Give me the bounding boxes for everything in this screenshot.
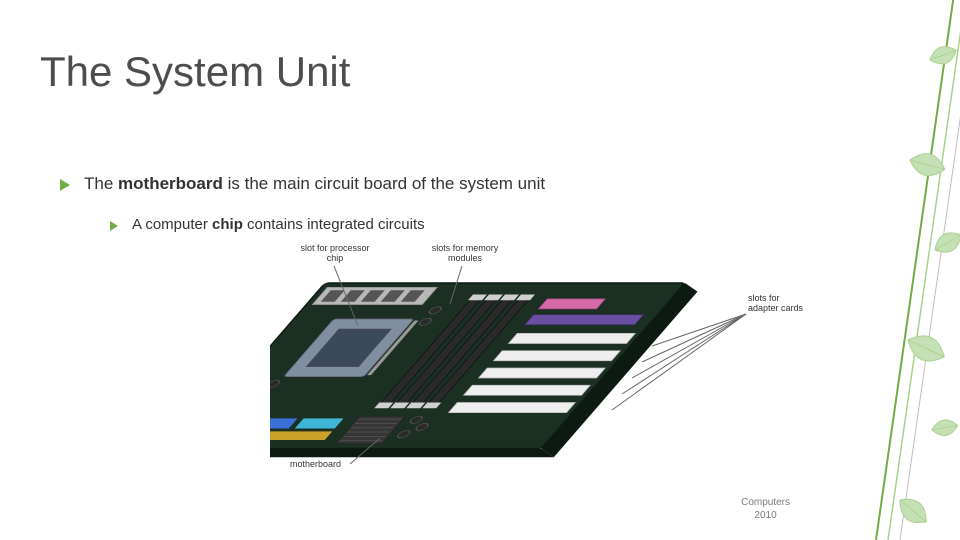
bullet-1-text: The motherboard is the main circuit boar… (84, 174, 545, 194)
footer-line2: 2010 (741, 509, 790, 522)
slide-footer: Computers 2010 (741, 496, 790, 522)
b2-bold: chip (212, 216, 243, 233)
label-adapter-slots: slots for adapter cards (748, 294, 808, 314)
arrow-bullet-icon (110, 221, 118, 231)
b1-pre: The (84, 174, 118, 193)
bullet-level-2: A computer chip contains integrated circ… (110, 216, 425, 233)
b2-post: contains integrated circuits (243, 216, 425, 233)
b2-pre: A computer (132, 216, 212, 233)
motherboard-svg (270, 248, 810, 488)
label-motherboard: motherboard (290, 460, 360, 470)
arrow-bullet-icon (60, 179, 70, 191)
bullet-2-text: A computer chip contains integrated circ… (132, 216, 425, 233)
decoration-leaves (840, 0, 960, 540)
b1-post: is the main circuit board of the system … (223, 174, 545, 193)
slide-title: The System Unit (40, 48, 350, 96)
slide: The System Unit The motherboard is the m… (0, 0, 960, 540)
bullet-level-1: The motherboard is the main circuit boar… (60, 174, 545, 194)
label-memory-slots: slots for memory modules (420, 244, 510, 264)
label-processor-slot: slot for processor chip (300, 244, 370, 264)
motherboard-figure: slot for processor chip slots for memory… (270, 248, 810, 488)
footer-line1: Computers (741, 496, 790, 509)
b1-bold: motherboard (118, 174, 223, 193)
